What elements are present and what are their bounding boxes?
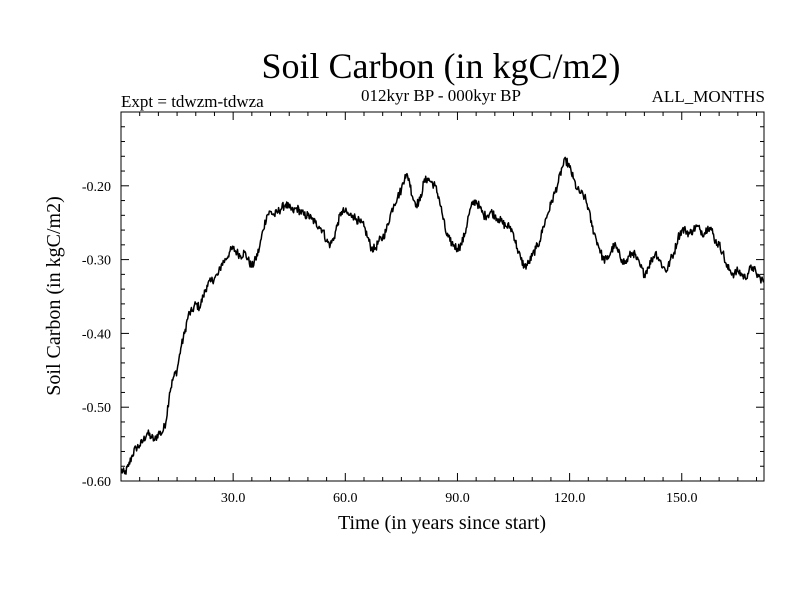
x-tick-label: 30.0 xyxy=(221,491,246,506)
months-label: ALL_MONTHS xyxy=(652,87,765,106)
y-tick-label: -0.60 xyxy=(82,475,111,490)
x-tick-label: 120.0 xyxy=(554,491,586,506)
y-tick-label: -0.20 xyxy=(82,180,111,195)
axis-ticks xyxy=(120,111,764,482)
x-tick-label: 60.0 xyxy=(333,491,358,506)
y-tick-label: -0.40 xyxy=(82,327,111,342)
y-tick-label: -0.30 xyxy=(82,254,111,269)
x-axis-label: Time (in years since start) xyxy=(338,512,546,534)
chart-title: Soil Carbon (in kgC/m2) xyxy=(262,46,621,86)
x-tick-labels: 30.0 60.0 90.0 120.0 150.0 xyxy=(221,491,698,506)
plot-frame xyxy=(120,111,765,482)
soil-carbon-series-line xyxy=(120,156,765,475)
x-tick-label: 90.0 xyxy=(445,491,470,506)
x-tick-label: 150.0 xyxy=(666,491,698,506)
y-axis-label: Soil Carbon (in kgC/m2) xyxy=(43,196,65,395)
experiment-label: Expt = tdwzm-tdwza xyxy=(121,92,264,111)
y-tick-label: -0.50 xyxy=(82,401,111,416)
y-tick-labels: -0.60 -0.50 -0.40 -0.30 -0.20 xyxy=(82,180,111,490)
period-label: 012kyr BP - 000kyr BP xyxy=(361,86,521,105)
